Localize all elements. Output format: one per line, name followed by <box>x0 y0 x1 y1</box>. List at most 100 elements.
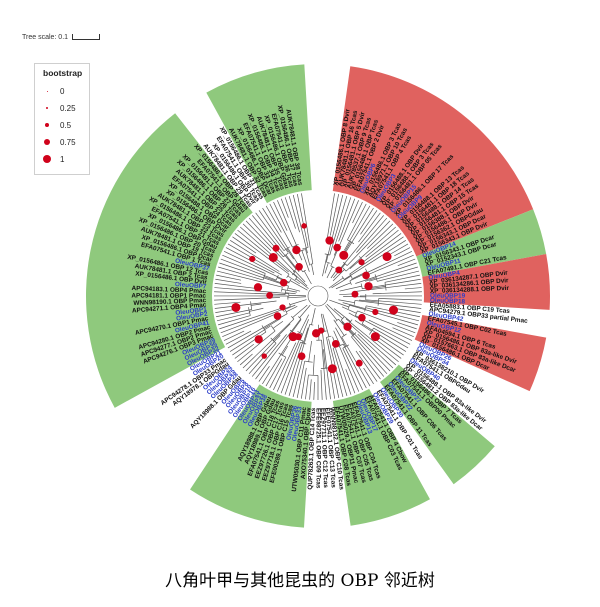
internal-branch <box>311 308 316 325</box>
tip-branch <box>292 355 304 398</box>
tip-branch <box>355 262 417 284</box>
tip-branch <box>214 301 241 305</box>
internal-branch <box>287 296 307 299</box>
tip-branch <box>269 357 287 389</box>
internal-branch <box>322 313 330 337</box>
bootstrap-node <box>301 223 307 229</box>
legend-label: 1 <box>60 155 65 164</box>
bootstrap-node <box>372 308 379 316</box>
tip-branch <box>219 262 289 287</box>
tip-branch <box>269 203 293 248</box>
internal-branch <box>340 316 345 321</box>
bootstrap-node <box>333 243 341 252</box>
tree-branches <box>213 193 423 400</box>
tip-branch <box>217 315 251 326</box>
internal-branch <box>283 304 296 311</box>
internal-branch <box>289 299 307 306</box>
tip-branch <box>214 291 286 296</box>
tip-branch <box>338 215 384 271</box>
internal-branch <box>325 305 338 321</box>
tip-branch <box>220 306 291 334</box>
tip-branch <box>276 333 303 392</box>
tip-branch <box>354 300 422 309</box>
bootstrap-node <box>266 291 274 299</box>
internal-branch <box>324 262 329 274</box>
leaf-label: EFE98725.1 OBP C09 Tcas <box>314 408 321 489</box>
bootstrap-node <box>351 290 359 298</box>
bootstrap-node <box>362 271 370 280</box>
internal-branch <box>310 263 313 265</box>
tip-branch <box>372 291 422 295</box>
tip-branch <box>242 318 295 369</box>
tip-branch <box>296 194 309 248</box>
green-clade-sector <box>416 209 547 277</box>
internal-branch <box>335 327 347 347</box>
bootstrap-node <box>272 244 280 252</box>
bootstrap-node <box>325 236 334 245</box>
internal-branch <box>364 305 367 312</box>
internal-branch <box>273 323 291 341</box>
tip-branch <box>284 197 296 229</box>
legend-dot-1 <box>43 155 51 163</box>
tip-branch <box>222 312 278 338</box>
tip-branch <box>258 366 270 382</box>
tip-branch <box>365 229 399 258</box>
tip-branch <box>255 212 285 251</box>
tip-branch <box>334 197 352 245</box>
bootstrap-node <box>253 283 263 292</box>
tip-branch <box>296 361 306 398</box>
legend-row: 1 <box>35 152 89 168</box>
bootstrap-node <box>335 266 343 274</box>
tree-scale: Tree scale: 0.1 <box>22 34 101 41</box>
bootstrap-node <box>249 255 256 263</box>
tip-branch <box>321 340 327 400</box>
tip-branch <box>245 335 281 372</box>
internal-branch <box>355 310 358 316</box>
bootstrap-node <box>339 250 349 260</box>
red-clade-sector <box>332 66 534 257</box>
tip-branch <box>248 217 284 258</box>
internal-branch <box>322 254 328 277</box>
tip-branch <box>332 348 348 396</box>
leaf-label: APC94181.1 OBP1 Pmac <box>131 293 206 300</box>
tip-branch <box>394 247 411 257</box>
tip-branch <box>342 348 363 391</box>
tip-branch <box>404 287 422 290</box>
bootstrap-node <box>370 332 380 342</box>
tip-branch <box>313 382 315 400</box>
oleu-obp-leaf-label: OleuOBP1 <box>175 306 208 317</box>
internal-branch <box>295 278 309 289</box>
clade-highlights <box>86 64 550 528</box>
internal-branch <box>287 287 301 292</box>
tip-branch <box>305 375 309 400</box>
internal-branch <box>292 304 308 318</box>
tip-branch <box>292 194 308 254</box>
internal-branch <box>291 315 295 320</box>
bootstrap-node <box>268 252 278 262</box>
green-clade-sector <box>206 64 312 204</box>
legend-dot-025 <box>46 107 48 109</box>
internal-branch <box>377 298 380 306</box>
internal-branch <box>332 269 345 282</box>
tip-branch <box>384 274 420 283</box>
tip-branch <box>365 299 422 305</box>
internal-branch <box>263 276 283 284</box>
bootstrap-node <box>389 305 399 315</box>
tip-branch <box>252 215 297 270</box>
tip-branch <box>248 343 277 375</box>
tip-branch <box>309 379 312 400</box>
tip-branch <box>216 274 242 281</box>
tip-branch <box>357 333 394 369</box>
oleu-obp-leaf-label: OleuOBP7 <box>175 281 208 291</box>
tip-branch <box>358 212 381 243</box>
tip-branch <box>345 369 356 394</box>
tip-branch <box>338 198 356 242</box>
bootstrap-node <box>358 259 365 266</box>
internal-branch <box>281 289 298 293</box>
tip-branch <box>220 258 277 281</box>
internal-branch <box>287 275 300 285</box>
internal-branch <box>341 306 357 314</box>
legend-title: bootstrap <box>43 68 83 78</box>
tip-branch <box>321 331 331 400</box>
tip-branch <box>359 350 381 380</box>
